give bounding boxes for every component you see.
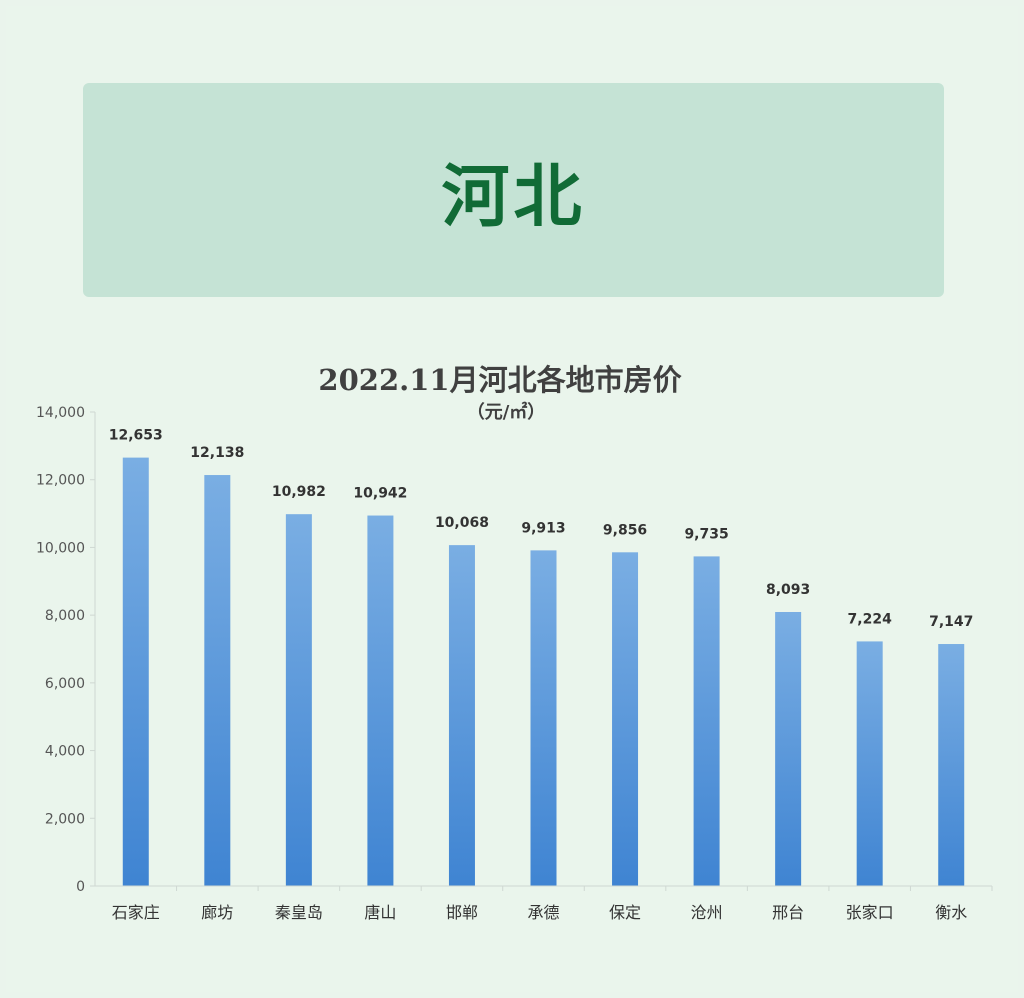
y-tick-label: 12,000 [36, 473, 85, 489]
bar-7 [612, 552, 639, 886]
bar-3 [285, 514, 312, 886]
x-category-label: 衡水 [935, 903, 967, 922]
bars: 12,653 12,138 10,982 10,942 10,068 9,913 9,856… [109, 428, 973, 886]
bar-10 [856, 641, 883, 886]
data-label: 10,068 [435, 515, 489, 531]
bar-11 [938, 644, 965, 886]
x-category-label: 张家口 [846, 903, 894, 922]
bar-1 [122, 457, 149, 886]
data-label: 10,982 [272, 484, 326, 500]
x-category-label: 邯郸 [446, 903, 478, 922]
bar-6 [530, 550, 557, 886]
y-axis: 0 2,000 4,000 6,000 8,000 10,000 12,000 14,000 [36, 405, 96, 895]
x-category-label: 石家庄 [112, 903, 160, 922]
data-label: 12,138 [190, 445, 244, 461]
y-tick-label: 2,000 [45, 811, 85, 827]
data-label: 7,224 [848, 611, 893, 627]
x-category-label: 承德 [527, 903, 559, 922]
x-category-label: 廊坊 [201, 903, 233, 922]
data-label: 9,856 [603, 522, 647, 538]
bar-9 [775, 611, 802, 886]
y-tick-label: 8,000 [45, 608, 85, 624]
title-banner: 河北 [83, 83, 944, 297]
y-tick-label: 6,000 [45, 676, 85, 692]
x-category-label: 秦皇岛 [275, 903, 323, 922]
data-label: 7,147 [929, 614, 973, 630]
chart-subtitle: （元/㎡） [466, 402, 546, 423]
x-category-label: 邢台 [772, 903, 804, 922]
banner-title: 河北 [441, 157, 586, 237]
bar-5 [448, 545, 475, 886]
x-category-label: 保定 [609, 903, 641, 922]
data-label: 9,913 [521, 520, 565, 536]
bar-8 [693, 556, 720, 886]
bar-2 [204, 475, 231, 886]
data-label: 9,735 [684, 526, 728, 542]
x-axis: 石家庄 廊坊 秦皇岛 唐山 邯郸 承德 保定 沧州 邢台 张家口 衡水 [95, 885, 993, 922]
data-label: 12,653 [109, 428, 163, 444]
y-tick-label: 10,000 [36, 540, 85, 556]
data-label: 10,942 [353, 486, 407, 502]
chart-title: 2022.11月河北各地市房价 [318, 363, 682, 397]
x-category-label: 唐山 [364, 903, 396, 922]
bar-4 [367, 515, 394, 886]
x-category-label: 沧州 [691, 903, 723, 922]
y-tick-label: 14,000 [36, 405, 85, 421]
y-tick-label: 0 [76, 879, 85, 895]
y-tick-label: 4,000 [45, 744, 85, 760]
data-label: 8,093 [766, 582, 810, 598]
